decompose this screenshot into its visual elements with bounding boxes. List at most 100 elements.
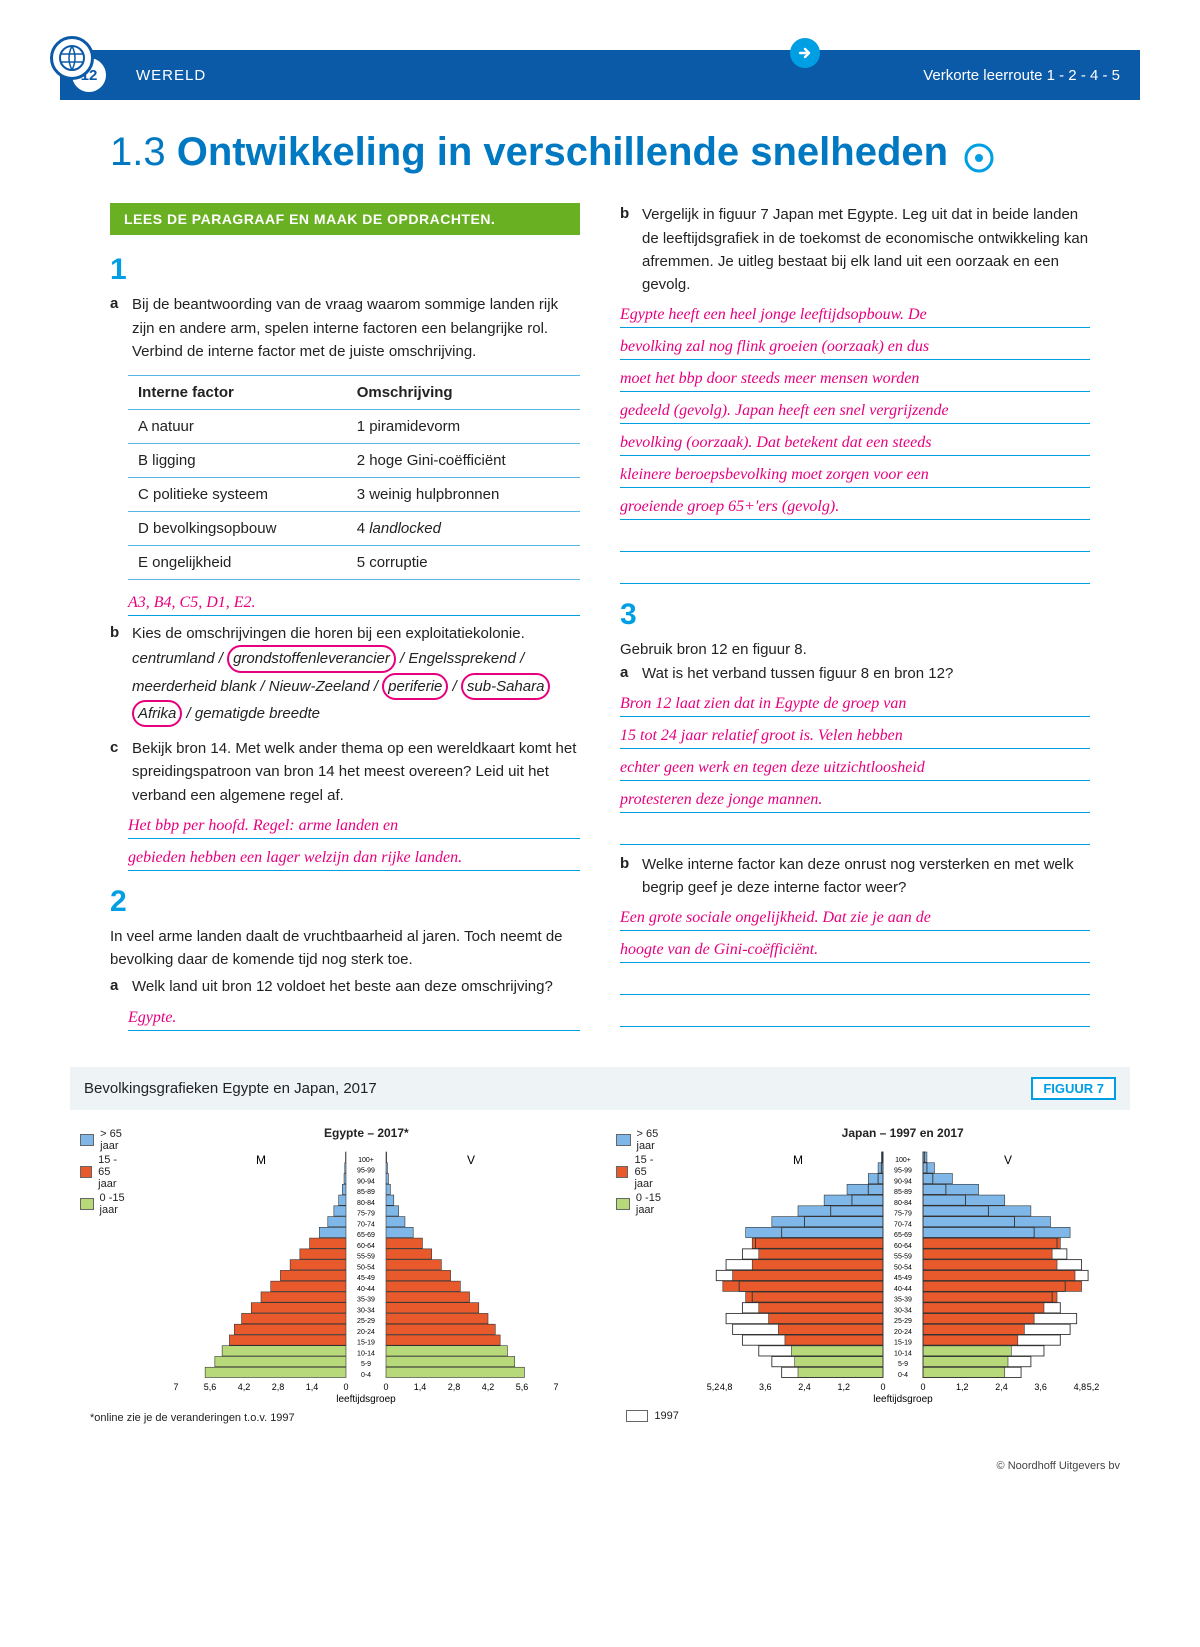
- egypt-note: *online zie je de veranderingen t.o.v. 1…: [90, 1412, 586, 1424]
- cell-desc: 3 weinig hulpbronnen: [347, 478, 580, 512]
- svg-text:100+: 100+: [358, 1156, 374, 1163]
- cell-factor: A natuur: [128, 410, 347, 444]
- svg-text:70-74: 70-74: [894, 1221, 912, 1228]
- svg-text:M: M: [793, 1153, 803, 1167]
- answer-line: hoogte van de Gini-coëfficiënt.: [620, 937, 1090, 963]
- q3b-answer-block: Een grote sociale ongelijkheid. Dat zie …: [620, 905, 1090, 963]
- q3a: a Wat is het verband tussen figuur 8 en …: [620, 662, 1090, 685]
- legend-label: 0 -15 jaar: [100, 1192, 127, 1216]
- legend-label: 15 - 65 jaar: [98, 1154, 126, 1190]
- answer-line: protesteren deze jonge mannen.: [620, 787, 1090, 813]
- q3a-text: Wat is het verband tussen figuur 8 en br…: [642, 662, 953, 685]
- answer-line: gedeeld (gevolg). Japan heeft een snel v…: [620, 398, 1090, 424]
- answer-line: moet het bbp door steeds meer mensen wor…: [620, 366, 1090, 392]
- q1c: c Bekijk bron 14. Met welk ander thema o…: [110, 737, 580, 807]
- cell-desc: 2 hoge Gini-coëfficiënt: [347, 444, 580, 478]
- sub-label: a: [620, 662, 634, 685]
- svg-text:5,2: 5,2: [1086, 1382, 1099, 1392]
- legend-label: 0 -15 jaar: [636, 1192, 663, 1216]
- svg-text:90-94: 90-94: [894, 1178, 912, 1185]
- header-route-label: Verkorte leerroute 1 - 2 - 4 - 5: [923, 67, 1120, 84]
- svg-text:7: 7: [554, 1382, 559, 1392]
- content-columns: LEES DE PARAGRAAF EN MAAK DE OPDRACHTEN.…: [110, 203, 1090, 1036]
- circled-word: sub-Sahara: [461, 673, 551, 700]
- svg-text:V: V: [467, 1153, 475, 1167]
- legend-swatch: [80, 1166, 92, 1178]
- svg-text:70-74: 70-74: [357, 1221, 375, 1228]
- japan-title: Japan – 1997 en 2017: [683, 1126, 1123, 1140]
- legend-row: > 65 jaar: [80, 1128, 126, 1152]
- title-text: Ontwikkeling in verschillende snelheden: [177, 130, 948, 174]
- header-bar: 12 WERELD Verkorte leerroute 1 - 2 - 4 -…: [60, 50, 1140, 100]
- svg-text:50-54: 50-54: [894, 1264, 912, 1271]
- svg-text:20-24: 20-24: [894, 1328, 912, 1335]
- figure-7: Bevolkingsgrafieken Egypte en Japan, 201…: [70, 1067, 1130, 1430]
- svg-text:15-19: 15-19: [894, 1339, 912, 1346]
- svg-text:90-94: 90-94: [357, 1178, 375, 1185]
- svg-text:3,6: 3,6: [759, 1382, 772, 1392]
- cell-desc: 5 corruptie: [347, 546, 580, 580]
- svg-text:80-84: 80-84: [357, 1199, 375, 1206]
- empty-answer-line: [620, 526, 1090, 552]
- arrow-icon: [790, 38, 820, 68]
- svg-text:1,2: 1,2: [956, 1382, 969, 1392]
- svg-text:M: M: [256, 1153, 266, 1167]
- empty-answer-line: [620, 1001, 1090, 1027]
- legend-row: 0 -15 jaar: [616, 1192, 662, 1216]
- svg-text:2,8: 2,8: [272, 1382, 285, 1392]
- svg-text:65-69: 65-69: [357, 1232, 375, 1239]
- q1a-answer: A3, B4, C5, D1, E2.: [128, 590, 580, 616]
- svg-text:4,8: 4,8: [1073, 1382, 1086, 1392]
- svg-text:35-39: 35-39: [357, 1296, 375, 1303]
- question-1-number: 1: [110, 253, 580, 287]
- cell-factor: E ongelijkheid: [128, 546, 347, 580]
- q1b: b Kies de omschrijvingen die horen bij e…: [110, 622, 580, 727]
- japan-pyramid-panel: > 65 jaar15 - 65 jaar0 -15 jaar Japan – …: [616, 1126, 1122, 1424]
- globe-icon: [50, 36, 94, 80]
- japan-pyramid-chart: 100+95-9990-9485-8980-8475-7970-7465-696…: [683, 1146, 1123, 1406]
- q3a-answer-block: Bron 12 laat zien dat in Egypte de groep…: [620, 691, 1090, 813]
- egypt-pyramid-panel: > 65 jaar15 - 65 jaar0 -15 jaar Egypte –…: [80, 1126, 586, 1424]
- th-factor: Interne factor: [128, 376, 347, 410]
- svg-text:30-34: 30-34: [894, 1307, 912, 1314]
- svg-text:20-24: 20-24: [357, 1328, 375, 1335]
- cell-factor: B ligging: [128, 444, 347, 478]
- svg-text:5,6: 5,6: [516, 1382, 529, 1392]
- svg-text:55-59: 55-59: [357, 1253, 375, 1260]
- title-number: 1.3: [110, 130, 166, 174]
- sub-label: c: [110, 737, 124, 807]
- sub-label: a: [110, 975, 124, 998]
- svg-text:0-4: 0-4: [898, 1372, 908, 1379]
- svg-text:2,4: 2,4: [798, 1382, 811, 1392]
- answer-line: bevolking zal nog flink groeien (oorzaak…: [620, 334, 1090, 360]
- svg-text:5-9: 5-9: [898, 1361, 908, 1368]
- legend-swatch: [616, 1198, 630, 1210]
- egypt-pyramid-chart: 100+95-9990-9485-8980-8475-7970-7465-696…: [146, 1146, 586, 1406]
- table-row: C politieke systeem3 weinig hulpbronnen: [128, 478, 580, 512]
- svg-text:35-39: 35-39: [894, 1296, 912, 1303]
- svg-text:0: 0: [384, 1382, 389, 1392]
- legend-label: > 65 jaar: [637, 1128, 663, 1152]
- svg-text:7: 7: [174, 1382, 179, 1392]
- legend-row: > 65 jaar: [616, 1128, 662, 1152]
- q3b-text: Welke interne factor kan deze onrust nog…: [642, 853, 1090, 900]
- legend-1997-label: 1997: [654, 1410, 678, 1422]
- svg-text:60-64: 60-64: [357, 1242, 375, 1249]
- cell-factor: C politieke systeem: [128, 478, 347, 512]
- svg-text:65-69: 65-69: [894, 1232, 912, 1239]
- svg-text:40-44: 40-44: [894, 1285, 912, 1292]
- legend-1997: 1997: [626, 1410, 1122, 1422]
- answer-line: groeiende groep 65+'ers (gevolg).: [620, 494, 1090, 520]
- svg-text:40-44: 40-44: [357, 1285, 375, 1292]
- answer-line: Egypte heeft een heel jonge leeftijdsopb…: [620, 302, 1090, 328]
- answer-line: 15 tot 24 jaar relatief groot is. Velen …: [620, 723, 1090, 749]
- left-column: LEES DE PARAGRAAF EN MAAK DE OPDRACHTEN.…: [110, 203, 580, 1036]
- legend-label: 15 - 65 jaar: [634, 1154, 662, 1190]
- header-section-label: WERELD: [136, 67, 206, 84]
- svg-text:5,6: 5,6: [204, 1382, 217, 1392]
- legend-swatch: [80, 1198, 94, 1210]
- svg-text:45-49: 45-49: [894, 1275, 912, 1282]
- answer-line: Bron 12 laat zien dat in Egypte de groep…: [620, 691, 1090, 717]
- svg-text:10-14: 10-14: [894, 1350, 912, 1357]
- svg-text:5,2: 5,2: [706, 1382, 719, 1392]
